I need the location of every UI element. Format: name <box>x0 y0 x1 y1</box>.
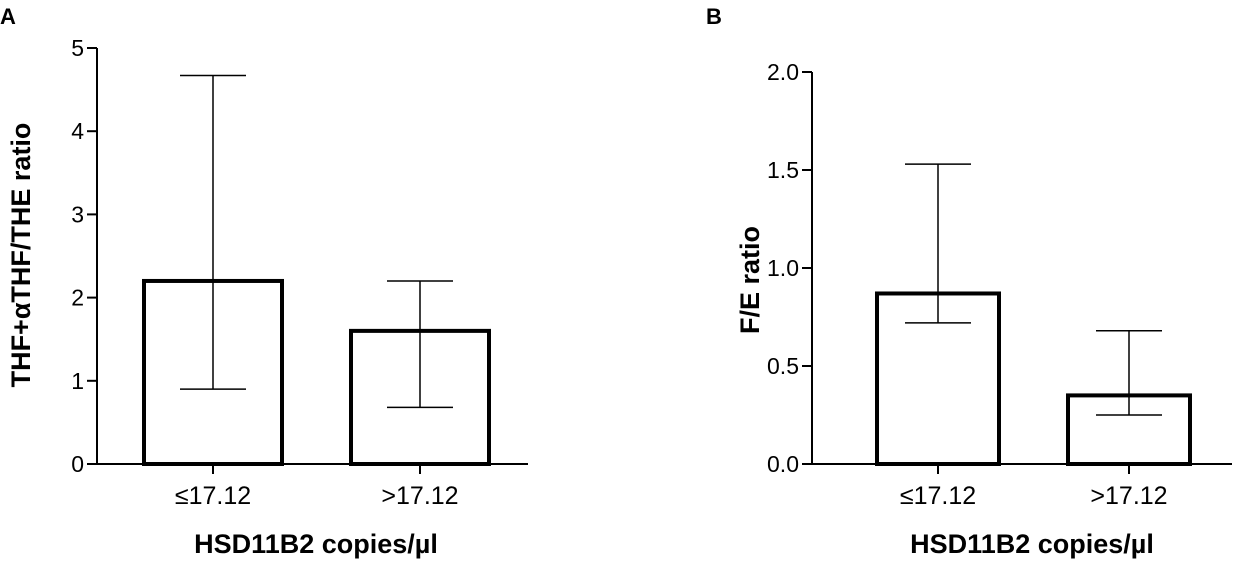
x-axis-label-b: HSD11B2 copies/µl <box>910 529 1154 559</box>
y-tick-label: 1.0 <box>767 255 799 281</box>
panel-b: B F/E ratio HSD11B2 copies/µl 0.0 0.5 1.0 1… <box>706 4 1232 559</box>
y-tick-label: 0 <box>71 451 84 477</box>
x-tick-label: >17.12 <box>1090 482 1167 510</box>
y-tick-label: 2 <box>71 285 84 311</box>
y-tick-label: 3 <box>71 201 84 227</box>
x-axis-label-a: HSD11B2 copies/µl <box>194 529 438 559</box>
y-tick-label: 0.0 <box>767 451 799 477</box>
y-tick-label: 2.0 <box>767 59 799 85</box>
y-tick-label: 1.5 <box>767 157 799 183</box>
panel-a: A THF+αTHF/THE ratio HSD11B2 copies/µl 0… <box>0 4 528 559</box>
y-tick-label: 4 <box>71 118 84 144</box>
panel-label-a: A <box>0 4 16 29</box>
x-tick-label: >17.12 <box>381 482 458 510</box>
y-axis-label-b: F/E ratio <box>735 226 765 334</box>
y-tick-label: 5 <box>71 35 84 61</box>
x-tick-label: ≤17.12 <box>900 482 976 510</box>
y-tick-label: 0.5 <box>767 353 799 379</box>
x-tick-label: ≤17.12 <box>175 482 251 510</box>
y-axis-label-a: THF+αTHF/THE ratio <box>6 123 36 388</box>
y-tick-label: 1 <box>71 368 84 394</box>
panel-label-b: B <box>706 4 722 29</box>
